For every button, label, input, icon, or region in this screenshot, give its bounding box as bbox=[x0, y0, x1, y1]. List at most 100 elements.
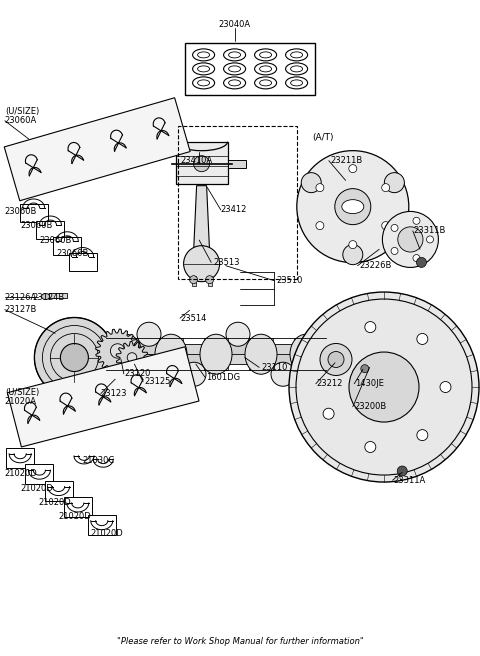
Text: 23040A: 23040A bbox=[218, 20, 251, 30]
Polygon shape bbox=[7, 347, 199, 447]
Bar bbox=[294, 338, 318, 370]
Circle shape bbox=[137, 322, 161, 346]
Circle shape bbox=[226, 322, 250, 346]
Bar bbox=[192, 276, 196, 285]
Bar bbox=[20, 204, 48, 222]
Text: "Please refer to Work Shop Manual for further information": "Please refer to Work Shop Manual for fu… bbox=[117, 637, 363, 646]
Bar bbox=[204, 338, 228, 370]
Circle shape bbox=[271, 362, 295, 386]
Circle shape bbox=[323, 355, 334, 366]
Bar bbox=[88, 515, 116, 535]
Circle shape bbox=[323, 408, 334, 419]
Circle shape bbox=[413, 255, 420, 262]
Text: 23110: 23110 bbox=[262, 363, 288, 372]
Bar bbox=[45, 481, 72, 501]
Text: 23410A: 23410A bbox=[180, 156, 212, 165]
Bar bbox=[263, 344, 293, 364]
Bar bbox=[49, 293, 67, 298]
Text: 23311A: 23311A bbox=[394, 476, 426, 485]
Text: 23211B: 23211B bbox=[330, 156, 362, 165]
Circle shape bbox=[205, 276, 214, 283]
Circle shape bbox=[398, 227, 423, 252]
Polygon shape bbox=[4, 98, 190, 201]
Bar bbox=[53, 237, 81, 255]
Text: 23226B: 23226B bbox=[359, 261, 391, 270]
Circle shape bbox=[301, 173, 321, 193]
Text: 21020D: 21020D bbox=[90, 529, 123, 539]
Text: 23127B: 23127B bbox=[5, 305, 37, 314]
Text: 23311B: 23311B bbox=[414, 226, 446, 236]
Text: 23060B: 23060B bbox=[39, 236, 72, 245]
Bar bbox=[36, 221, 64, 239]
Text: 23200B: 23200B bbox=[354, 402, 386, 411]
Bar bbox=[176, 142, 228, 184]
Text: 23212: 23212 bbox=[317, 379, 343, 388]
Polygon shape bbox=[116, 342, 148, 373]
Ellipse shape bbox=[342, 199, 364, 214]
Ellipse shape bbox=[312, 337, 340, 372]
Circle shape bbox=[427, 236, 433, 243]
Circle shape bbox=[190, 276, 198, 283]
Circle shape bbox=[391, 247, 398, 255]
Circle shape bbox=[384, 173, 404, 193]
Text: (U/SIZE): (U/SIZE) bbox=[5, 107, 39, 116]
Circle shape bbox=[361, 365, 369, 373]
Text: 23412: 23412 bbox=[221, 205, 247, 215]
Bar bbox=[6, 448, 34, 468]
Bar bbox=[114, 338, 138, 370]
Text: 23510: 23510 bbox=[276, 276, 302, 285]
Circle shape bbox=[365, 321, 376, 333]
Circle shape bbox=[60, 344, 88, 371]
Text: 23514: 23514 bbox=[180, 314, 206, 323]
Circle shape bbox=[397, 466, 407, 476]
Polygon shape bbox=[193, 186, 210, 252]
Circle shape bbox=[316, 184, 324, 192]
Text: 23125: 23125 bbox=[144, 377, 170, 386]
Text: 23124B: 23124B bbox=[33, 293, 65, 302]
Ellipse shape bbox=[42, 293, 49, 300]
Bar bbox=[159, 338, 183, 370]
Bar bbox=[228, 159, 246, 168]
Circle shape bbox=[417, 257, 426, 268]
Circle shape bbox=[183, 246, 220, 281]
Bar bbox=[139, 335, 159, 354]
Text: 23060B: 23060B bbox=[20, 221, 52, 230]
Circle shape bbox=[382, 184, 390, 192]
Circle shape bbox=[365, 441, 376, 453]
Circle shape bbox=[127, 353, 137, 362]
Text: 23123: 23123 bbox=[101, 389, 127, 398]
Text: 23513: 23513 bbox=[214, 258, 240, 267]
Circle shape bbox=[349, 352, 419, 422]
Bar bbox=[273, 354, 293, 374]
Text: 21020D: 21020D bbox=[38, 498, 71, 507]
Circle shape bbox=[182, 362, 206, 386]
Circle shape bbox=[382, 222, 390, 230]
Text: 21020A: 21020A bbox=[5, 397, 37, 406]
Circle shape bbox=[391, 224, 398, 232]
Text: 21020D: 21020D bbox=[59, 512, 91, 522]
Bar bbox=[184, 354, 204, 374]
Bar bbox=[129, 344, 159, 364]
Bar bbox=[25, 464, 53, 484]
Ellipse shape bbox=[155, 335, 187, 374]
Circle shape bbox=[417, 333, 428, 344]
Circle shape bbox=[417, 430, 428, 441]
Ellipse shape bbox=[245, 335, 277, 374]
Circle shape bbox=[316, 222, 324, 230]
Ellipse shape bbox=[110, 335, 142, 374]
Bar bbox=[69, 253, 96, 270]
Polygon shape bbox=[96, 329, 140, 373]
Bar bbox=[218, 344, 248, 364]
Circle shape bbox=[383, 211, 438, 268]
Circle shape bbox=[35, 318, 114, 398]
Text: 23060A: 23060A bbox=[5, 116, 37, 125]
Text: 23060B: 23060B bbox=[57, 249, 89, 258]
Circle shape bbox=[297, 151, 409, 262]
Bar bbox=[174, 344, 204, 364]
Circle shape bbox=[289, 292, 479, 482]
Circle shape bbox=[193, 155, 210, 172]
Text: 23060B: 23060B bbox=[5, 207, 37, 216]
Bar bbox=[64, 497, 92, 517]
Circle shape bbox=[349, 165, 357, 173]
Bar bbox=[185, 43, 314, 95]
